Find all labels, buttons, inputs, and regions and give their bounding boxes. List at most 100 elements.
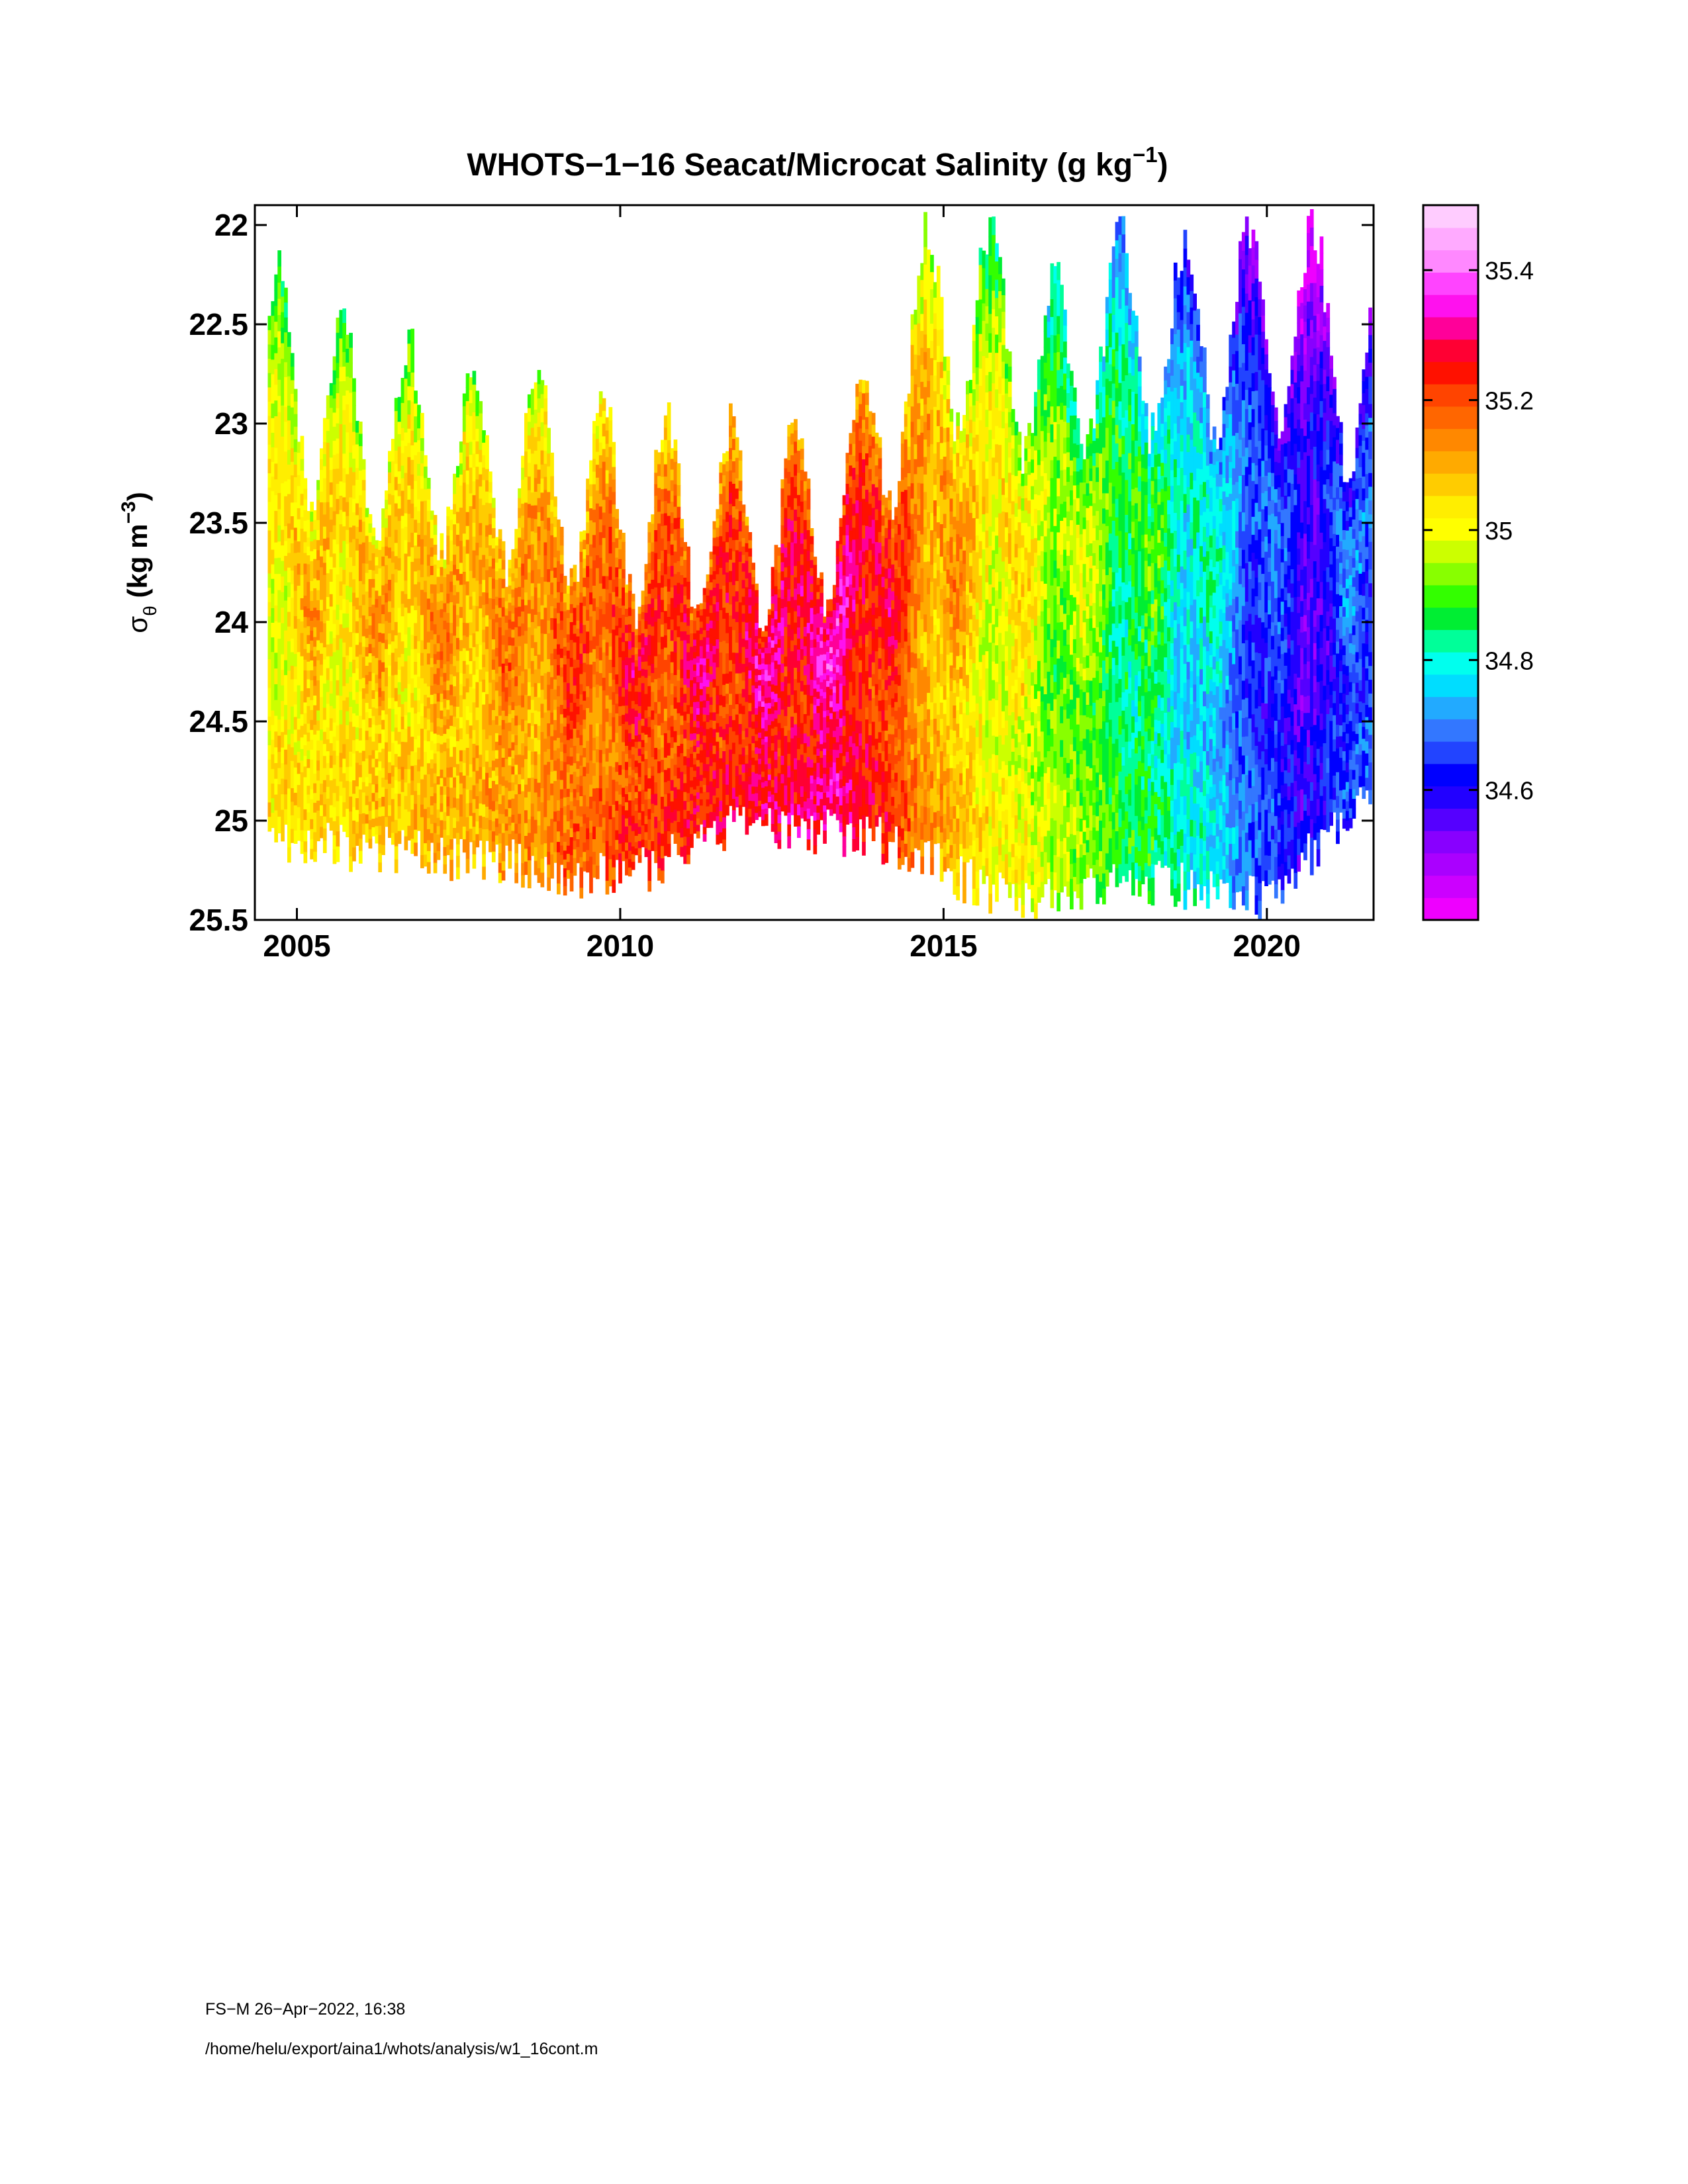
heatmap-cell [579, 653, 584, 664]
heatmap-cell [573, 659, 577, 669]
heatmap-cell [368, 551, 373, 561]
heatmap-cell [287, 641, 291, 657]
heatmap-cell [543, 569, 548, 582]
heatmap-cell [654, 518, 658, 531]
heatmap-cell [462, 533, 467, 547]
heatmap-cell [641, 711, 645, 719]
heatmap-cell [303, 841, 308, 853]
heatmap-cell [284, 317, 288, 333]
heatmap-cell [329, 606, 334, 620]
heatmap-cell [290, 475, 295, 490]
heatmap-cell [550, 665, 554, 678]
heatmap-cell [586, 610, 590, 621]
heatmap-cell [670, 502, 675, 514]
heatmap-cell [358, 801, 363, 815]
heatmap-cell [274, 810, 278, 827]
heatmap-cell [381, 614, 385, 625]
heatmap-cell [559, 798, 564, 809]
heatmap-cell [352, 525, 356, 540]
heatmap-cell [326, 478, 330, 491]
heatmap-cell [462, 444, 467, 458]
heatmap-cell [391, 653, 395, 665]
heatmap-cell [404, 459, 408, 474]
heatmap-cell [290, 434, 295, 449]
heatmap-cell [631, 793, 635, 801]
heatmap-cell [339, 596, 344, 611]
heatmap-cell [310, 848, 314, 860]
heatmap-cell [485, 727, 489, 740]
heatmap-cell [494, 639, 499, 649]
heatmap-cell [579, 745, 584, 756]
heatmap-cell [527, 572, 532, 587]
heatmap-cell [491, 548, 496, 559]
heatmap-cell [518, 646, 522, 657]
heatmap-cell [534, 833, 538, 848]
heatmap-cell [559, 573, 564, 584]
heatmap-cell [375, 590, 379, 600]
heatmap-cell [414, 803, 418, 817]
heatmap-cell [557, 582, 561, 593]
heatmap-cell [579, 806, 584, 817]
heatmap-cell [586, 566, 590, 578]
heatmap-cell [534, 560, 538, 574]
heatmap-cell [690, 673, 694, 681]
heatmap-cell [686, 784, 690, 794]
heatmap-cell [504, 715, 509, 724]
heatmap-cell [456, 684, 460, 696]
heatmap-cell [465, 844, 470, 860]
heatmap-cell [469, 700, 473, 713]
heatmap-cell [504, 644, 509, 653]
heatmap-cell [615, 615, 619, 627]
heatmap-cell [391, 720, 395, 733]
heatmap-cell [465, 651, 470, 666]
heatmap-cell [637, 663, 642, 672]
heatmap-cell [332, 596, 337, 611]
heatmap-cell [631, 747, 635, 755]
heatmap-cell [410, 766, 414, 782]
heatmap-cell [388, 655, 392, 666]
heatmap-cell [313, 842, 317, 852]
heatmap-cell [540, 760, 545, 775]
heatmap-cell [320, 816, 324, 828]
heatmap-cell [352, 807, 356, 821]
heatmap-cell [677, 746, 681, 758]
heatmap-cell [485, 806, 489, 819]
heatmap-cell [342, 541, 346, 556]
heatmap-cell [479, 791, 483, 804]
heatmap-cell [706, 813, 710, 821]
heatmap-cell [657, 571, 661, 584]
heatmap-cell [547, 556, 551, 570]
heatmap-cell [618, 647, 622, 658]
heatmap-cell [271, 374, 275, 390]
heatmap-cell [472, 785, 477, 800]
heatmap-cell [381, 749, 385, 759]
heatmap-cell [518, 803, 522, 815]
heatmap-cell [281, 592, 285, 608]
heatmap-cell [378, 835, 382, 845]
heatmap-cell [540, 661, 545, 676]
heatmap-cell [381, 604, 385, 615]
heatmap-cell [306, 803, 311, 813]
heatmap-cell [625, 713, 629, 723]
heatmap-cell [521, 516, 525, 529]
heatmap-cell [677, 594, 681, 606]
heatmap-cell [346, 586, 350, 600]
heatmap-cell [514, 745, 518, 756]
heatmap-cell [547, 582, 551, 596]
heatmap-cell [661, 661, 665, 674]
heatmap-cell [267, 545, 272, 560]
heatmap-cell [657, 702, 661, 715]
heatmap-cell [615, 538, 619, 549]
heatmap-cell [381, 719, 385, 731]
heatmap-cell [489, 661, 492, 673]
heatmap-cell [391, 585, 395, 598]
heatmap-cell [569, 622, 574, 632]
heatmap-cell [391, 574, 395, 586]
heatmap-cell [598, 442, 603, 456]
heatmap-cell [361, 636, 366, 647]
heatmap-cell [518, 715, 522, 726]
heatmap-cell [501, 569, 506, 580]
heatmap-cell [592, 763, 596, 776]
heatmap-cell [485, 559, 489, 571]
heatmap-cell [469, 377, 473, 391]
